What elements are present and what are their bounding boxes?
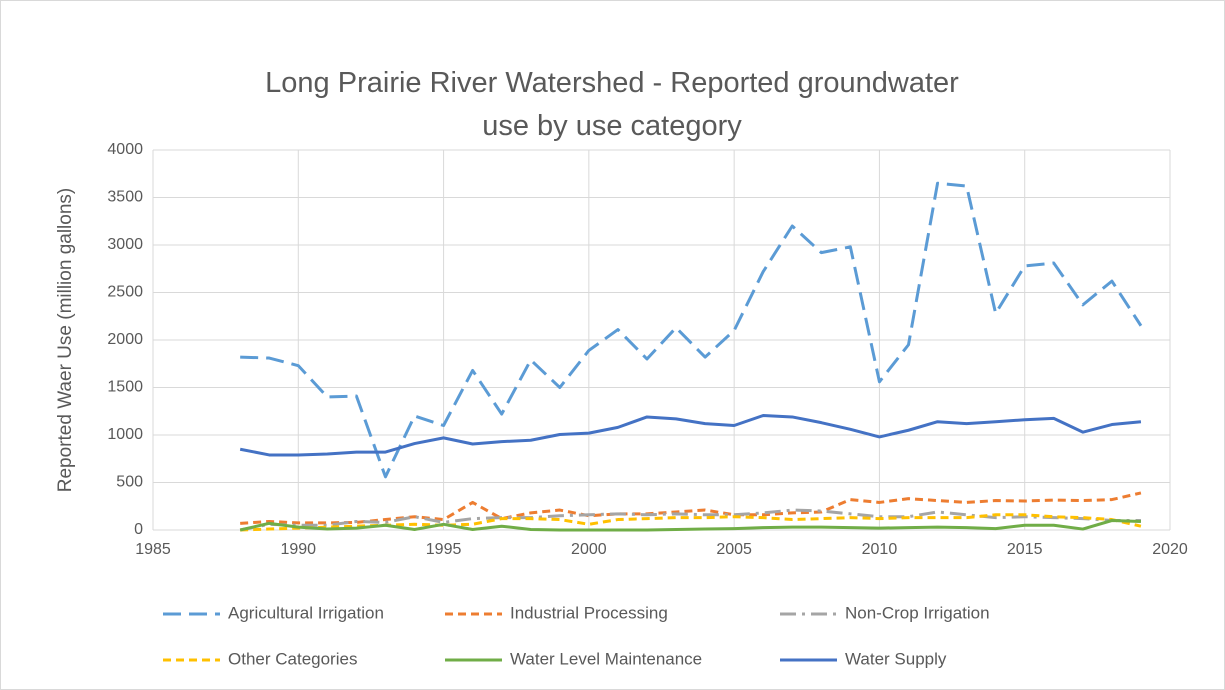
y-axis-label: Reported Waer Use (million gallons): [55, 188, 76, 492]
y-tick-label: 2000: [107, 331, 143, 348]
x-tick-label: 1985: [135, 541, 171, 558]
y-tick-label: 1500: [107, 379, 143, 396]
y-tick-label: 0: [134, 521, 143, 538]
legend-label: Industrial Processing: [510, 603, 668, 622]
y-tick-label: 3000: [107, 236, 143, 253]
x-tick-label: 1995: [426, 541, 462, 558]
y-tick-label: 3500: [107, 189, 143, 206]
x-tick-label: 1990: [280, 541, 316, 558]
legend-label: Non-Crop Irrigation: [845, 603, 990, 622]
y-tick-label: 2500: [107, 284, 143, 301]
series-line: [239, 414, 1142, 457]
chart-title: Long Prairie River Watershed - Reported …: [265, 67, 959, 142]
y-tick-label: 4000: [107, 141, 143, 158]
legend-label: Agricultural Irrigation: [228, 603, 384, 622]
y-tick-label: 500: [116, 474, 143, 491]
x-tick-label: 2005: [716, 541, 752, 558]
legend-label: Water Level Maintenance: [510, 649, 702, 668]
series-line: [240, 181, 1143, 479]
legend-label: Water Supply: [845, 649, 947, 668]
y-tick-label: 1000: [107, 426, 143, 443]
x-tick-label: 2010: [862, 541, 898, 558]
series-line: [239, 519, 1141, 532]
x-tick-label: 2015: [1007, 541, 1043, 558]
x-tick-label: 2000: [571, 541, 607, 558]
legend-label: Other Categories: [228, 649, 357, 668]
series-line: [240, 491, 1142, 525]
series-line: [239, 508, 1141, 532]
x-tick-label: 2020: [1152, 541, 1188, 558]
